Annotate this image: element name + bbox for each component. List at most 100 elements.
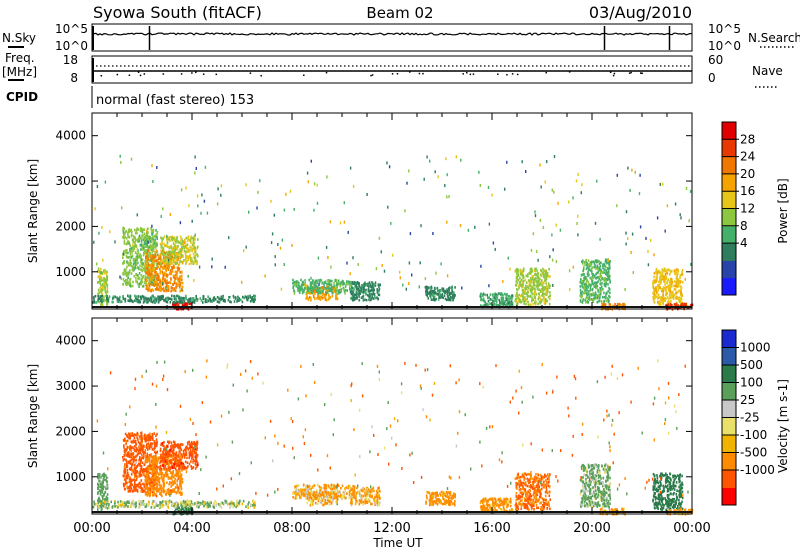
heatmap-cell [548, 295, 551, 299]
heatmap-cell [308, 291, 310, 294]
heatmap-cell [429, 159, 431, 163]
heatmap-cell [444, 289, 446, 293]
heatmap-cell [306, 171, 309, 175]
heatmap-cell [667, 284, 669, 287]
heatmap-cell [106, 498, 108, 502]
heatmap-cell [584, 285, 586, 288]
heatmap-cell [549, 294, 551, 297]
heatmap-cell [97, 508, 99, 511]
heatmap-cell [336, 285, 338, 289]
heatmap-cell [539, 288, 541, 291]
heatmap-cell [153, 262, 155, 265]
heatmap-cell [137, 251, 140, 255]
heatmap-cell [323, 282, 325, 286]
heatmap-cell [671, 294, 673, 298]
heatmap-cell [657, 296, 660, 299]
heatmap-cell [152, 474, 155, 478]
heatmap-cell [128, 487, 131, 490]
heatmap-cell [665, 277, 667, 281]
heatmap-cell [355, 290, 358, 294]
heatmap-cell [218, 297, 220, 301]
heatmap-cell [315, 289, 318, 292]
heatmap-cell [169, 271, 171, 274]
heatmap-cell [208, 297, 211, 301]
heatmap-cell [685, 187, 688, 190]
heatmap-cell [175, 258, 178, 261]
heatmap-cell [160, 251, 163, 254]
heatmap-cell [673, 284, 675, 288]
heatmap-cell [312, 281, 315, 285]
heatmap-cell [326, 291, 329, 294]
heatmap-cell [352, 184, 355, 188]
heatmap-cell [426, 286, 429, 289]
heatmap-cell [159, 253, 162, 256]
heatmap-cell [353, 282, 355, 285]
heatmap-cell [151, 268, 154, 272]
heatmap-cell [179, 235, 182, 239]
heatmap-cell [539, 296, 541, 300]
heatmap-cell [551, 188, 553, 192]
heatmap-cell [303, 290, 305, 294]
heatmap-cell [168, 236, 171, 239]
heatmap-cell [128, 255, 131, 259]
heatmap-cell [601, 301, 603, 304]
heatmap-cell [127, 451, 130, 454]
heatmap-cell [322, 293, 324, 296]
heatmap-cell [668, 286, 671, 290]
heatmap-cell [128, 263, 130, 267]
heatmap-cell [515, 269, 518, 272]
heatmap-cell [489, 293, 492, 296]
heatmap-cell [310, 289, 313, 293]
heatmap-cell [495, 303, 498, 307]
heatmap-cell [129, 296, 132, 300]
heatmap-cell [606, 273, 608, 277]
heatmap-cell [130, 246, 133, 250]
y-tick-label: 3000 [55, 174, 86, 188]
heatmap-cell [106, 507, 109, 510]
heatmap-cell [589, 263, 592, 266]
heatmap-cell [105, 478, 107, 482]
heatmap-cell [583, 273, 585, 276]
heatmap-cell [127, 256, 129, 259]
heatmap-cell [101, 298, 104, 302]
heatmap-cell [151, 272, 153, 276]
heatmap-cell [220, 193, 222, 197]
heatmap-cell [346, 289, 348, 292]
heatmap-cell [181, 289, 184, 292]
heatmap-cell [122, 474, 125, 478]
heatmap-cell [678, 298, 681, 301]
heatmap-cell [492, 299, 494, 303]
heatmap-cell [349, 284, 351, 288]
heatmap-cell [317, 294, 319, 298]
heatmap-cell [427, 292, 430, 295]
heatmap-cell [543, 295, 545, 299]
heatmap-cell [159, 269, 162, 273]
heatmap-cell [655, 278, 658, 282]
heatmap-cell [183, 300, 186, 303]
heatmap-cell [523, 297, 526, 301]
heatmap-cell [425, 287, 427, 291]
heatmap-cell [511, 304, 513, 307]
heatmap-cell [151, 455, 154, 459]
heatmap-cell [125, 458, 127, 462]
heatmap-cell [541, 284, 544, 288]
heatmap-cell [656, 290, 658, 294]
heatmap-cell [505, 298, 508, 301]
heatmap-cell [159, 295, 162, 299]
frequency-marker [516, 73, 519, 76]
heatmap-cell [100, 299, 102, 303]
heatmap-cell [539, 163, 541, 167]
heatmap-cell [309, 284, 312, 287]
heatmap-cell [147, 257, 150, 261]
heatmap-cell [545, 273, 548, 276]
frequency-marker [568, 71, 571, 73]
heatmap-cell [629, 188, 631, 192]
heatmap-cell [346, 283, 348, 286]
heatmap-cell [373, 293, 376, 296]
heatmap-cell [587, 259, 590, 262]
heatmap-cell [94, 301, 96, 304]
heatmap-cell [149, 264, 152, 267]
heatmap-cell [547, 295, 550, 299]
heatmap-cell [116, 298, 119, 302]
heatmap-cell [150, 240, 153, 243]
